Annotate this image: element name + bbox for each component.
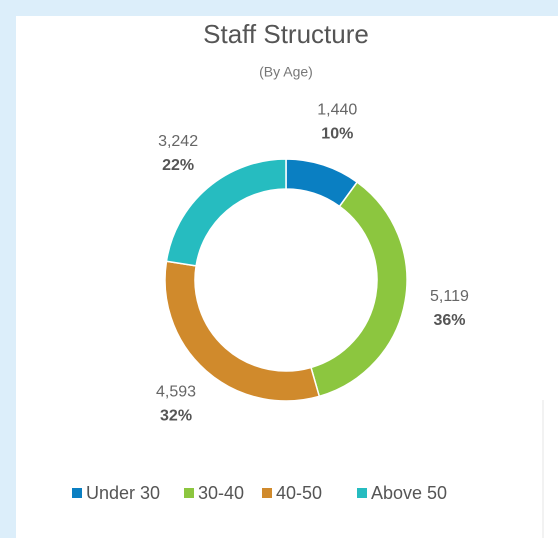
value-label: 5,119 [430,288,469,305]
legend-label: Under 30 [86,483,160,503]
value-label: 3,242 [158,133,198,150]
legend-swatch [357,488,367,498]
percent-label: 10% [321,125,353,142]
legend-swatch [262,488,272,498]
percent-label: 36% [433,312,465,329]
percent-label: 32% [160,408,192,425]
legend-swatch [72,488,82,498]
chart-subtitle: (By Age) [259,64,313,80]
panel [16,16,558,538]
percent-label: 22% [162,157,194,174]
donut-slice [165,158,287,267]
value-label: 1,440 [317,101,357,118]
legend-label: 40-50 [276,483,322,503]
value-label: 4,593 [156,384,196,401]
chart-title: Staff Structure [203,19,369,49]
legend-swatch [184,488,194,498]
legend-label: 30-40 [198,483,244,503]
legend-label: Above 50 [371,483,447,503]
